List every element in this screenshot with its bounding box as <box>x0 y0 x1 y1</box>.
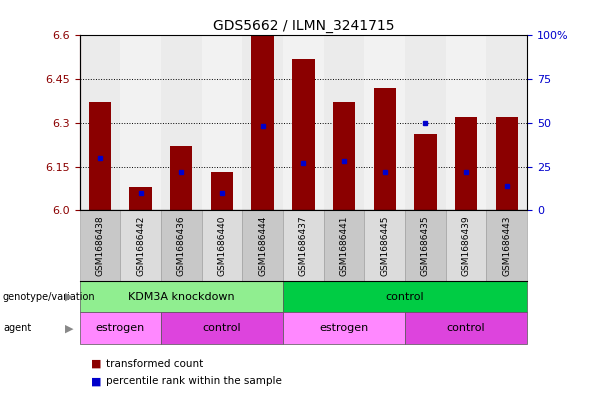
Text: GSM1686438: GSM1686438 <box>95 215 104 276</box>
Bar <box>201 35 242 210</box>
Text: GSM1686436: GSM1686436 <box>177 215 186 276</box>
Bar <box>373 88 396 210</box>
Bar <box>455 117 477 210</box>
Text: GSM1686445: GSM1686445 <box>380 215 389 276</box>
Text: estrogen: estrogen <box>319 323 369 333</box>
Bar <box>170 146 193 210</box>
Bar <box>414 134 436 210</box>
Text: ▶: ▶ <box>65 323 74 333</box>
Bar <box>405 35 446 210</box>
Text: ■: ■ <box>91 358 102 369</box>
Bar <box>446 35 487 210</box>
Text: agent: agent <box>3 323 31 333</box>
Text: estrogen: estrogen <box>95 323 145 333</box>
Bar <box>292 59 315 210</box>
Text: transformed count: transformed count <box>106 358 203 369</box>
Bar <box>242 35 283 210</box>
Text: ■: ■ <box>91 376 102 386</box>
Text: GSM1686443: GSM1686443 <box>502 215 511 276</box>
Text: GSM1686441: GSM1686441 <box>339 215 349 276</box>
Bar <box>89 103 111 210</box>
Bar <box>324 35 365 210</box>
Bar <box>333 103 355 210</box>
Text: control: control <box>203 323 241 333</box>
Bar <box>120 35 161 210</box>
Text: GSM1686442: GSM1686442 <box>136 215 145 276</box>
Bar <box>161 35 201 210</box>
Bar <box>80 35 120 210</box>
Text: percentile rank within the sample: percentile rank within the sample <box>106 376 282 386</box>
Text: GSM1686435: GSM1686435 <box>421 215 430 276</box>
Bar <box>487 35 527 210</box>
Text: GSM1686439: GSM1686439 <box>462 215 471 276</box>
Bar <box>252 35 274 210</box>
Bar <box>495 117 518 210</box>
Bar <box>130 187 152 210</box>
Bar <box>211 173 233 210</box>
Text: ▶: ▶ <box>65 292 74 302</box>
Title: GDS5662 / ILMN_3241715: GDS5662 / ILMN_3241715 <box>213 19 394 33</box>
Bar <box>283 35 324 210</box>
Text: genotype/variation: genotype/variation <box>3 292 95 302</box>
Text: GSM1686440: GSM1686440 <box>217 215 226 276</box>
Bar <box>365 35 405 210</box>
Text: GSM1686444: GSM1686444 <box>258 215 267 276</box>
Text: KDM3A knockdown: KDM3A knockdown <box>128 292 234 302</box>
Text: control: control <box>386 292 425 302</box>
Text: control: control <box>447 323 485 333</box>
Text: GSM1686437: GSM1686437 <box>299 215 308 276</box>
